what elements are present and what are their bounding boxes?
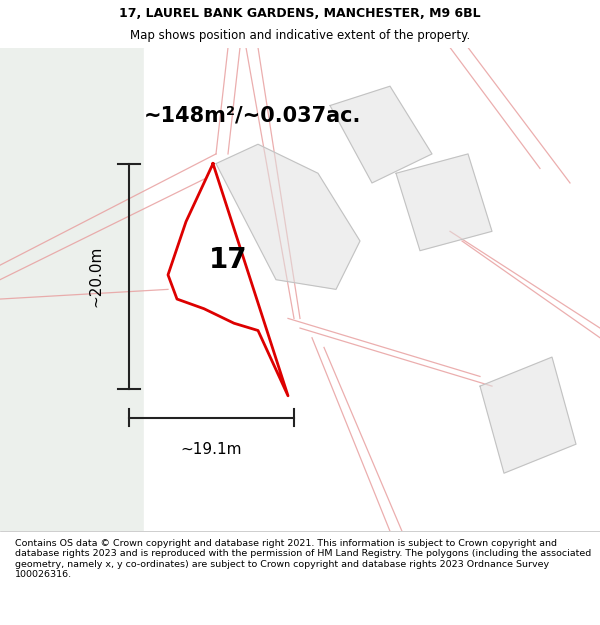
Polygon shape (480, 357, 576, 473)
Polygon shape (216, 144, 360, 289)
Bar (0, 48, 144, 531)
Text: ~20.0m: ~20.0m (89, 246, 104, 307)
Text: ~148m²/~0.037ac.: ~148m²/~0.037ac. (143, 105, 361, 125)
Bar (144, 48, 600, 531)
Polygon shape (396, 154, 492, 251)
Text: 17: 17 (209, 246, 247, 274)
Text: ~19.1m: ~19.1m (181, 441, 242, 456)
Text: 17, LAUREL BANK GARDENS, MANCHESTER, M9 6BL: 17, LAUREL BANK GARDENS, MANCHESTER, M9 … (119, 7, 481, 20)
Text: Contains OS data © Crown copyright and database right 2021. This information is : Contains OS data © Crown copyright and d… (15, 539, 591, 579)
Polygon shape (168, 164, 288, 396)
Text: Map shows position and indicative extent of the property.: Map shows position and indicative extent… (130, 29, 470, 42)
Polygon shape (330, 86, 432, 183)
